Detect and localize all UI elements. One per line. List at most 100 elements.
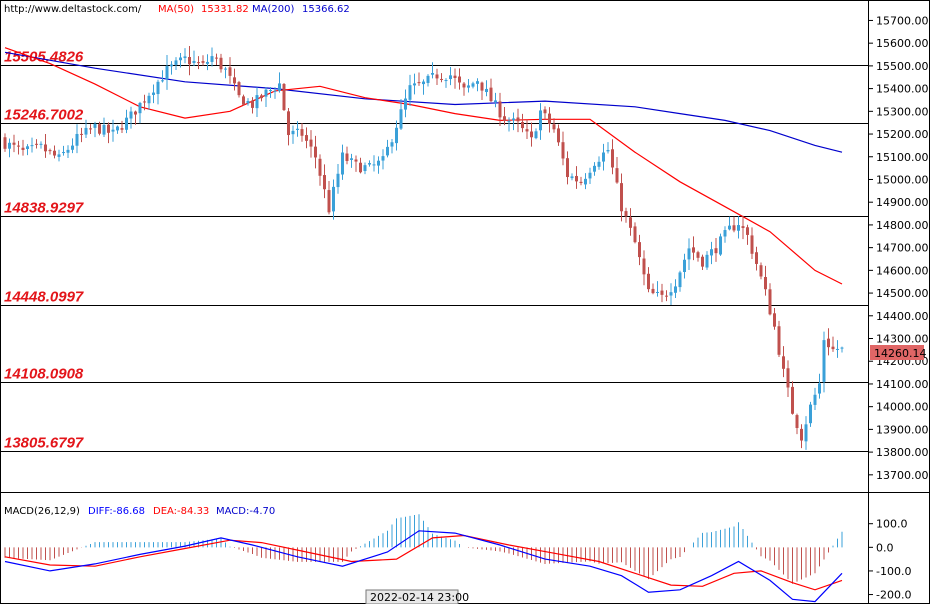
candle-body bbox=[737, 225, 740, 231]
price-tick-label: 15300.00 bbox=[876, 105, 929, 118]
candle-body bbox=[696, 252, 700, 258]
candle-body bbox=[413, 83, 416, 86]
candle-body bbox=[300, 129, 304, 136]
level-label: 14448.0997 bbox=[4, 289, 84, 306]
candle-body bbox=[746, 227, 749, 235]
candle-body bbox=[170, 64, 173, 67]
candle-body bbox=[512, 118, 515, 121]
macd-title: MACD(26,12,9) bbox=[4, 506, 80, 517]
candle-body bbox=[107, 124, 110, 133]
macd-tick-label: 100.0 bbox=[876, 518, 908, 531]
candle-body bbox=[116, 126, 119, 131]
candle-body bbox=[755, 252, 758, 264]
candle-body bbox=[485, 88, 488, 93]
candle-body bbox=[723, 230, 727, 237]
price-tick-label: 13800.00 bbox=[876, 446, 929, 459]
candle-body bbox=[282, 84, 286, 111]
candle-body bbox=[777, 326, 781, 355]
candle-body bbox=[638, 242, 641, 258]
candle-body bbox=[183, 56, 187, 59]
candle-body bbox=[260, 95, 263, 99]
candle-body bbox=[701, 256, 704, 267]
candle-body bbox=[539, 110, 542, 131]
candle-body bbox=[3, 137, 7, 149]
candle-body bbox=[795, 415, 799, 428]
candle-body bbox=[719, 236, 722, 255]
candle-body bbox=[386, 146, 389, 156]
price-tick-label: 14800.00 bbox=[876, 219, 929, 232]
candle-body bbox=[197, 62, 200, 64]
candle-body bbox=[129, 111, 133, 119]
candle-body bbox=[165, 66, 169, 80]
candle-body bbox=[80, 133, 83, 135]
candle-body bbox=[642, 258, 646, 275]
candle-body bbox=[800, 428, 803, 441]
candle-body bbox=[494, 100, 497, 103]
candle-body bbox=[476, 81, 479, 84]
candle-body bbox=[219, 57, 223, 70]
candle-body bbox=[561, 142, 565, 159]
candle-body bbox=[138, 102, 142, 114]
candle-body bbox=[791, 386, 794, 414]
macd-panel: 100.0 0.0 -100.0 -200.0 bbox=[4, 514, 911, 603]
candle-body bbox=[26, 146, 29, 149]
candle-body bbox=[579, 181, 583, 184]
candle-body bbox=[345, 153, 349, 161]
candle-body bbox=[683, 259, 686, 272]
candle-body bbox=[323, 175, 326, 190]
candle-body bbox=[390, 142, 394, 147]
candle-body bbox=[62, 152, 65, 154]
candle-body bbox=[588, 172, 592, 179]
candle-body bbox=[44, 144, 47, 152]
candle-body bbox=[363, 165, 367, 172]
candle-body bbox=[66, 149, 70, 153]
candle-body bbox=[192, 60, 196, 64]
candle-body bbox=[273, 90, 277, 92]
candle-body bbox=[827, 338, 830, 348]
candle-body bbox=[782, 356, 785, 369]
candle-body bbox=[206, 61, 209, 64]
level-label: 13805.6797 bbox=[4, 435, 84, 452]
source-url: http://www.deltastock.com/ bbox=[4, 4, 142, 15]
candle-body bbox=[17, 145, 20, 147]
candle-body bbox=[39, 143, 43, 145]
candle-body bbox=[597, 161, 601, 167]
candle-body bbox=[291, 130, 295, 135]
candle-body bbox=[507, 120, 511, 122]
candle-body bbox=[233, 77, 236, 84]
candle-body bbox=[224, 68, 227, 70]
moving-averages bbox=[4, 47, 843, 285]
candle-body bbox=[620, 183, 623, 212]
candle-body bbox=[836, 348, 839, 350]
candle-body bbox=[242, 96, 245, 105]
ma200-label: MA(200) bbox=[252, 4, 294, 15]
candle-body bbox=[350, 158, 353, 160]
candle-body bbox=[728, 225, 731, 230]
candle-body bbox=[377, 160, 380, 166]
candle-body bbox=[462, 83, 466, 88]
candle-body bbox=[818, 383, 821, 394]
candle-body bbox=[251, 100, 254, 108]
candle-body bbox=[768, 289, 772, 315]
candle-body bbox=[372, 164, 376, 166]
ma50-value: 15331.82 bbox=[201, 4, 249, 15]
candle-body bbox=[381, 156, 385, 161]
candle-body bbox=[633, 226, 637, 243]
candle-body bbox=[287, 111, 290, 136]
candle-body bbox=[678, 272, 682, 288]
candle-body bbox=[237, 82, 241, 96]
candle-body bbox=[773, 313, 776, 327]
candle-body bbox=[651, 288, 655, 294]
candle-body bbox=[525, 129, 529, 132]
candle-body bbox=[426, 75, 430, 83]
candle-body bbox=[714, 248, 718, 254]
candle-body bbox=[93, 123, 97, 128]
candle-body bbox=[422, 81, 425, 85]
candle-body bbox=[480, 82, 484, 91]
candle-body bbox=[102, 124, 106, 135]
candle-body bbox=[264, 89, 268, 97]
candle-body bbox=[552, 124, 556, 130]
macd-diff-label: DIFF:-86.68 bbox=[88, 506, 145, 517]
level-label: 15246.7002 bbox=[4, 107, 84, 124]
